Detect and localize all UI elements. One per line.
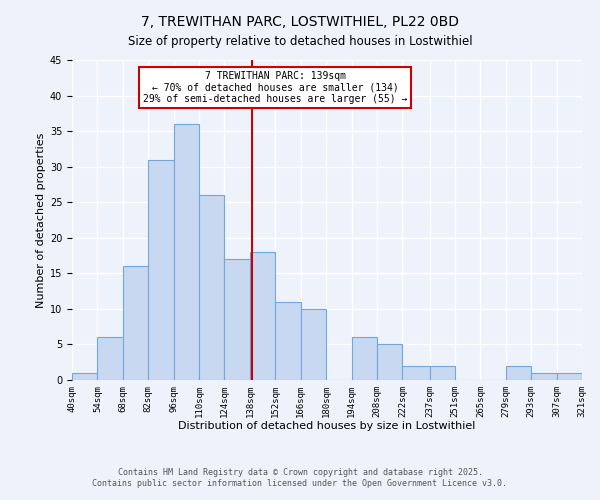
Bar [377,344,403,380]
X-axis label: Distribution of detached houses by size in Lostwithiel: Distribution of detached houses by size … [178,422,476,432]
Bar [301,309,326,380]
Bar [531,373,557,380]
Bar [173,124,199,380]
Bar [224,259,250,380]
Text: Size of property relative to detached houses in Lostwithiel: Size of property relative to detached ho… [128,35,472,48]
Bar [148,160,173,380]
Text: Contains HM Land Registry data © Crown copyright and database right 2025.
Contai: Contains HM Land Registry data © Crown c… [92,468,508,487]
Bar [506,366,531,380]
Bar [72,373,97,380]
Text: 7, TREWITHAN PARC, LOSTWITHIEL, PL22 0BD: 7, TREWITHAN PARC, LOSTWITHIEL, PL22 0BD [141,15,459,29]
Bar [430,366,455,380]
Bar [199,195,224,380]
Bar [557,373,582,380]
Bar [97,338,123,380]
Bar [123,266,148,380]
Text: 7 TREWITHAN PARC: 139sqm
← 70% of detached houses are smaller (134)
29% of semi-: 7 TREWITHAN PARC: 139sqm ← 70% of detach… [143,70,407,104]
Bar [352,338,377,380]
Bar [275,302,301,380]
Bar [250,252,275,380]
Bar [403,366,430,380]
Y-axis label: Number of detached properties: Number of detached properties [35,132,46,308]
